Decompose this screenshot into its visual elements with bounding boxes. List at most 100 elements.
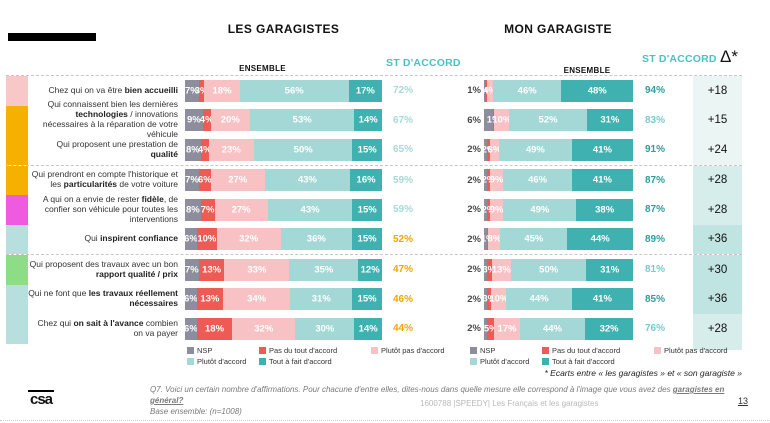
stacked-bar: 6% 13% 34% 31% 15% [184, 288, 382, 311]
stacked-bar: 1%4% 46% 48% [479, 79, 633, 102]
bar-segment-tout-a-fait-d-accord: 17% [348, 79, 382, 102]
bar-segment-nsp: 8% [185, 138, 201, 161]
bar-segment-nsp [484, 109, 493, 132]
nsp-value-outside: 2% [467, 233, 481, 245]
legend-swatch-nsp [187, 347, 194, 354]
dashed-separator [6, 164, 742, 166]
bar-segment-pas-du-tout-d-accord: 6% [198, 169, 212, 192]
st-accord-value-right: 89% [644, 233, 665, 245]
bar-segment-tout-a-fait-d-accord: 15% [352, 198, 382, 221]
csa-logo: csa [28, 390, 55, 408]
category-band [6, 165, 28, 195]
category-band [6, 105, 28, 135]
segment-value: 6% [487, 144, 502, 156]
bar-segment-tout-a-fait-d-accord: 12% [358, 258, 382, 281]
legend-item-plutot-d-accord: Plutôt d'accord [470, 356, 542, 367]
st-accord-value-left: 59% [392, 174, 413, 186]
bar-segment-plutot-pas-d-accord: 8% [488, 228, 501, 251]
delta-value: +15 [693, 105, 742, 135]
statement-row: Qui connaissent bien les dernières techn… [6, 99, 742, 139]
bar-segment-plutot-pas-d-accord: 32% [216, 228, 281, 251]
bar-segment-pas-du-tout-d-accord: 10% [196, 228, 217, 251]
st-accord-value-left: 72% [392, 85, 413, 97]
segment-value: 9% [489, 174, 504, 186]
segment-value: 7% [185, 174, 199, 186]
bar-segment-pas-du-tout-d-accord: 13% [198, 258, 225, 281]
stacked-bar: 3% 13% 50% 31% [482, 258, 633, 281]
segment-value: 18% [205, 323, 225, 335]
bar-segment-plutot-pas-d-accord: 17% [494, 317, 520, 340]
statement-label: Qui connaissent bien les dernières techn… [42, 99, 178, 140]
bar-segment-plutot-d-accord: 30% [295, 317, 355, 340]
st-accord-value-right: 81% [644, 264, 665, 276]
bar-segment-nsp [484, 228, 487, 251]
segment-value: 49% [530, 204, 550, 216]
segment-value: 32% [599, 323, 619, 335]
nsp-value-outside: 1% [467, 85, 481, 97]
statement-label: Chez qui on va être bien accueilli [48, 84, 178, 95]
bar-segment-nsp [484, 288, 487, 311]
bar-segment-tout-a-fait-d-accord: 16% [350, 169, 382, 192]
bar-segment-pas-du-tout-d-accord: 1% [481, 228, 495, 251]
nsp-value-outside: 2% [467, 323, 481, 335]
stacked-bar: 7% 13% 33% 35% 12% [185, 258, 382, 281]
segment-value: 7% [184, 85, 199, 97]
segment-value: 53% [292, 114, 312, 126]
statement-row: A qui on a envie de rester fidèle, de co… [6, 193, 742, 225]
stacked-bar: 2% 6% 49% 41% [481, 138, 633, 161]
legend-item-tout-a-fait-d-accord: Tout à fait d'accord [259, 356, 371, 367]
st-accord-value-left: 65% [392, 144, 413, 156]
segment-value: 44% [529, 293, 549, 305]
bar-segment-tout-a-fait-d-accord: 38% [576, 198, 633, 221]
bar-segment-tout-a-fait-d-accord: 48% [561, 79, 633, 102]
bar-segment-plutot-pas-d-accord: 27% [214, 198, 268, 221]
statement-row: Qui inspirent confiance 6% 10% 32% 36% 15% 52%… [6, 224, 742, 254]
bar-segment-pas-du-tout-d-accord: 3% [482, 258, 496, 281]
delta-value: +24 [693, 135, 742, 165]
bar-segment-plutot-pas-d-accord: 9% [490, 198, 504, 221]
segment-value: 8% [186, 204, 200, 216]
bar-segment-plutot-pas-d-accord: 6% [487, 138, 502, 161]
bar-segment-tout-a-fait-d-accord: 44% [567, 228, 633, 251]
statement-label: Qui proposent une prestation de qualité [56, 138, 178, 159]
legend-item-pas-du-tout-d-accord: Pas du tout d'accord [259, 345, 371, 356]
legend-label: NSP [197, 346, 213, 355]
nsp-value-outside: 2% [467, 293, 481, 305]
bar-segment-tout-a-fait-d-accord: 15% [352, 288, 382, 311]
bar-segment-pas-du-tout-d-accord: 18% [196, 317, 233, 340]
bar-segment-tout-a-fait-d-accord: 14% [354, 109, 382, 132]
segment-value: 4% [483, 85, 497, 97]
doc-reference: 1600788 |SPEEDY| Les Français et les gar… [420, 399, 599, 408]
segment-value: 31% [600, 114, 620, 126]
st-accord-header-right: ST D'ACCORD [642, 53, 717, 65]
category-band [6, 284, 28, 314]
bar-segment-nsp [484, 138, 487, 161]
question-emphasis: garagistes en général? [150, 385, 725, 405]
bar-segment-plutot-d-accord: 52% [509, 109, 587, 132]
segment-value: 2% [481, 144, 496, 156]
legend-swatch-tout-a-fait-d-accord [259, 358, 266, 365]
segment-value: 10% [492, 114, 512, 126]
st-accord-value-left: 67% [392, 114, 413, 126]
statement-label: Qui proposent des travaux avec un bon ra… [29, 258, 178, 279]
bar-segment-plutot-d-accord: 53% [249, 109, 355, 132]
bar-segment-nsp: 8% [185, 198, 201, 221]
legend-item-nsp: NSP [187, 345, 259, 356]
ensemble-header-right: ENSEMBLE [563, 66, 611, 75]
statement-label: A qui on a envie de rester fidèle, de co… [42, 193, 178, 224]
legend-label: Pas du tout d'accord [269, 346, 338, 355]
segment-value: 10% [197, 233, 217, 245]
legend-swatch-nsp [470, 347, 477, 354]
segment-value: 17% [355, 85, 375, 97]
legend-label: NSP [480, 346, 496, 355]
bar-segment-plutot-d-accord: 50% [253, 138, 353, 161]
segment-value: 50% [539, 264, 559, 276]
legend-item-plutot-pas-d-accord: Plutôt pas d'accord [654, 345, 770, 356]
segment-value: 43% [300, 204, 320, 216]
delta-column-extension [693, 341, 742, 350]
bar-segment-plutot-d-accord: 35% [289, 258, 359, 281]
delta-value: +36 [693, 284, 742, 314]
segment-value: 15% [357, 233, 377, 245]
legend-label: Tout à fait d'accord [269, 357, 332, 366]
category-band [6, 224, 28, 254]
